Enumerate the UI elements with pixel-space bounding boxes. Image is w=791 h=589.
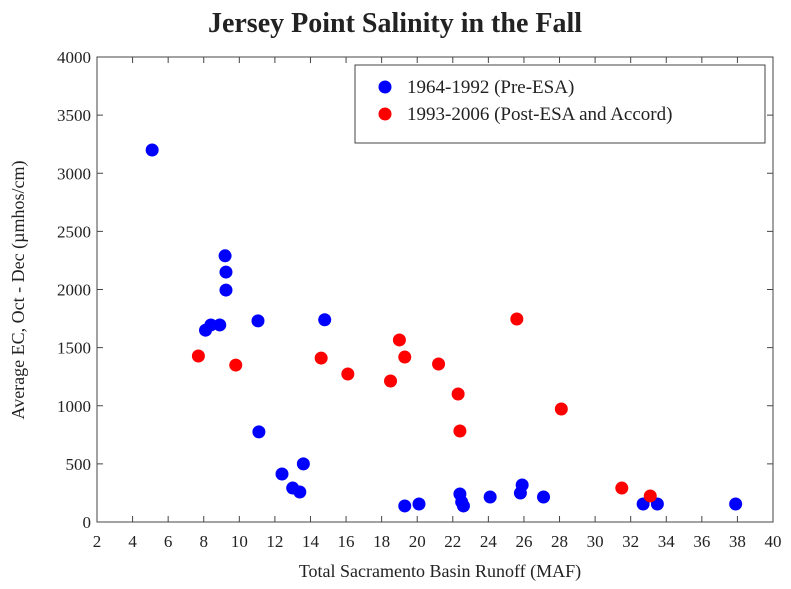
- x-tick-label: 34: [658, 532, 676, 551]
- y-tick-label: 4000: [57, 48, 91, 67]
- point: [510, 312, 524, 326]
- legend-label: 1993-2006 (Post-ESA and Accord): [407, 104, 672, 125]
- point: [398, 499, 412, 513]
- point: [213, 318, 227, 332]
- point: [392, 333, 406, 347]
- point: [453, 424, 467, 438]
- point: [451, 387, 465, 401]
- legend-box: [354, 64, 766, 144]
- point: [219, 283, 233, 297]
- point: [145, 143, 159, 157]
- x-tick-label: 6: [164, 532, 173, 551]
- x-axis-label: Total Sacramento Basin Runoff (MAF): [299, 561, 581, 582]
- point: [219, 265, 233, 279]
- x-tick-label: 10: [231, 532, 248, 551]
- point: [314, 351, 328, 365]
- x-tick-label: 14: [302, 532, 320, 551]
- legend-marker: [378, 80, 392, 94]
- y-tick-label: 2500: [57, 222, 91, 241]
- y-axis-label: Average EC, Oct - Dec (µmhos/cm): [8, 161, 29, 420]
- x-tick-label: 22: [444, 532, 461, 551]
- point: [398, 350, 412, 364]
- point: [341, 367, 355, 381]
- x-tick-label: 40: [765, 532, 782, 551]
- point: [251, 314, 265, 328]
- point: [204, 318, 218, 332]
- point: [554, 402, 568, 416]
- legend-label: 1964-1992 (Pre-ESA): [407, 77, 574, 98]
- y-tick-label: 1500: [57, 339, 91, 358]
- x-tick-label: 20: [409, 532, 426, 551]
- point: [456, 499, 470, 513]
- y-tick-label: 2000: [57, 281, 91, 300]
- y-tick-label: 3500: [57, 106, 91, 125]
- x-tick-label: 36: [693, 532, 710, 551]
- x-tick-label: 2: [93, 532, 102, 551]
- point: [191, 349, 205, 363]
- point: [218, 249, 232, 263]
- point: [729, 497, 743, 511]
- point: [412, 497, 426, 511]
- x-tick-label: 32: [622, 532, 639, 551]
- x-tick-label: 30: [587, 532, 604, 551]
- x-tick-label: 18: [373, 532, 390, 551]
- point: [432, 357, 446, 371]
- y-tick-label: 1000: [57, 397, 91, 416]
- point: [615, 481, 629, 495]
- x-tick-label: 26: [515, 532, 532, 551]
- x-tick-label: 4: [128, 532, 137, 551]
- x-tick-label: 38: [729, 532, 746, 551]
- point: [318, 313, 332, 327]
- x-tick-label: 16: [338, 532, 355, 551]
- legend-marker: [378, 107, 392, 121]
- point: [643, 489, 657, 503]
- y-tick-label: 500: [66, 455, 92, 474]
- y-tick-label: 0: [83, 513, 92, 532]
- point: [229, 358, 243, 372]
- point: [384, 374, 398, 388]
- point: [293, 485, 307, 499]
- x-tick-label: 12: [266, 532, 283, 551]
- point: [537, 490, 551, 504]
- point: [483, 490, 497, 504]
- y-tick-label: 3000: [57, 164, 91, 183]
- point: [515, 478, 529, 492]
- x-tick-label: 28: [551, 532, 568, 551]
- point: [275, 467, 289, 481]
- chart-title: Jersey Point Salinity in the Fall: [208, 8, 582, 39]
- point: [296, 457, 310, 471]
- x-tick-label: 8: [199, 532, 208, 551]
- x-tick-label: 24: [480, 532, 498, 551]
- point: [252, 425, 266, 439]
